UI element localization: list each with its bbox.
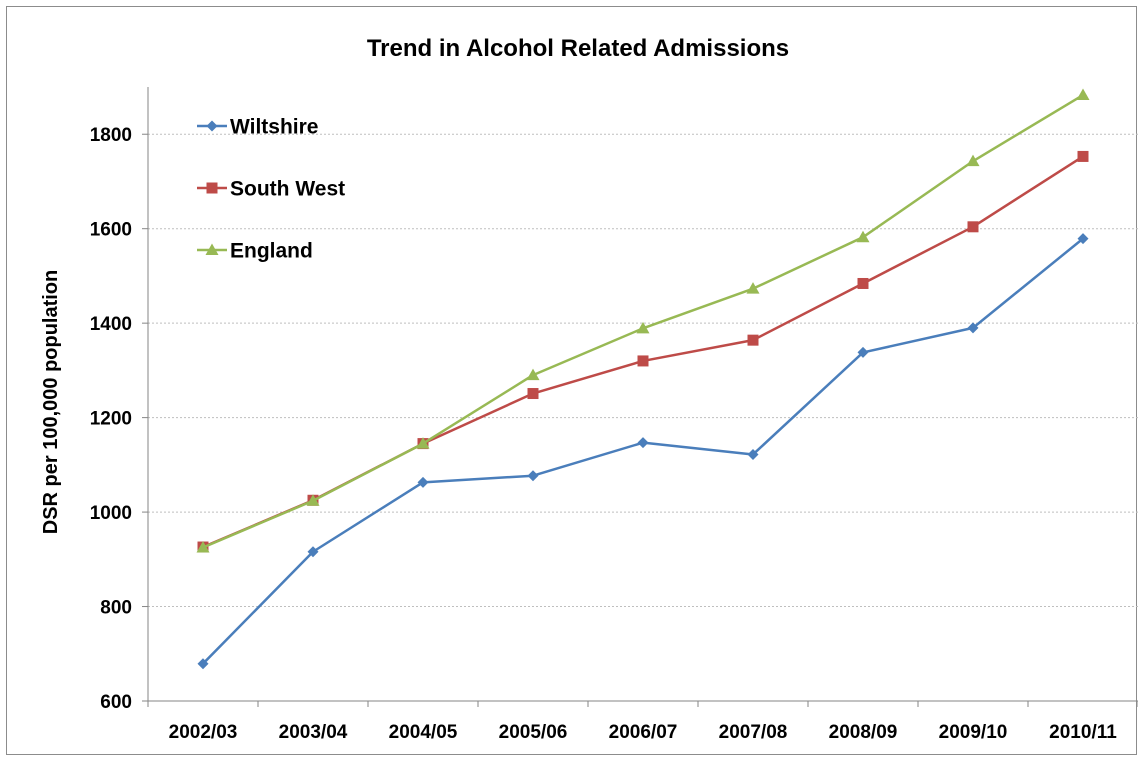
data-point-wiltshire [747, 448, 759, 460]
legend-marker [206, 182, 218, 194]
legend-label: South West [230, 178, 345, 201]
chart-title: Trend in Alcohol Related Admissions [367, 35, 789, 62]
data-point-south-west [967, 221, 979, 233]
data-point-south-west [527, 388, 539, 400]
axes: 600 800 1000 1200 1400 1600 1800 2002/03 2003/04… [90, 87, 1138, 743]
legend-item-wiltshire: Wiltshire [197, 116, 319, 139]
data-point-south-west [857, 277, 869, 289]
series-england [196, 88, 1090, 553]
x-tick-label: 2005/06 [499, 722, 568, 743]
data-point-wiltshire [527, 470, 539, 482]
series-wiltshire [197, 233, 1089, 670]
data-point-south-west [747, 334, 759, 346]
x-tick-label: 2010/11 [1049, 722, 1117, 743]
data-point-wiltshire [967, 322, 979, 334]
gridlines [148, 133, 1138, 608]
y-tick-label: 1800 [90, 125, 132, 146]
y-axis-label: DSR per 100,000 population [40, 270, 62, 535]
x-tick-label: 2008/09 [829, 722, 898, 743]
legend-label: England [230, 240, 313, 263]
x-tick-label: 2002/03 [169, 722, 238, 743]
x-tick-label: 2009/10 [939, 722, 1008, 743]
data-point-england [966, 154, 980, 167]
series-lines [196, 88, 1090, 670]
legend: Wiltshire South West England [197, 116, 345, 263]
data-point-south-west [1077, 150, 1089, 162]
series-line-wiltshire [202, 237, 1084, 665]
x-tick-label: 2004/05 [389, 722, 458, 743]
data-point-england [196, 541, 210, 553]
data-point-wiltshire [417, 476, 429, 488]
y-tick-label: 1000 [90, 503, 132, 524]
y-tick-label: 1400 [90, 314, 132, 335]
legend-item-south-west: South West [197, 178, 345, 201]
data-point-england [1076, 88, 1090, 101]
data-point-england [306, 494, 320, 506]
data-point-wiltshire [857, 346, 869, 358]
x-tick-label: 2003/04 [279, 722, 348, 743]
data-point-wiltshire [197, 658, 209, 670]
x-tick-label: 2006/07 [609, 722, 678, 743]
data-point-south-west [637, 355, 649, 367]
y-tick-label: 1200 [90, 409, 132, 430]
legend-label: Wiltshire [230, 116, 319, 139]
line-chart: Trend in Alcohol Related Admissions DSR … [40, 35, 1138, 743]
legend-marker [206, 120, 218, 132]
data-point-wiltshire [1077, 233, 1089, 245]
y-tick-label: 800 [100, 598, 132, 619]
y-tick-label: 1600 [90, 220, 132, 241]
data-point-england [526, 368, 540, 381]
series-line-england [202, 93, 1084, 549]
y-tick-label: 600 [100, 692, 132, 713]
data-point-england [856, 230, 870, 243]
data-point-england [416, 437, 430, 449]
x-tick-label: 2007/08 [719, 722, 788, 743]
legend-marker [205, 243, 219, 255]
data-point-england [746, 282, 760, 294]
data-point-england [636, 321, 650, 334]
data-point-wiltshire [637, 437, 649, 449]
data-point-wiltshire [307, 546, 319, 558]
chart-frame: Trend in Alcohol Related Admissions DSR … [6, 6, 1138, 755]
legend-item-england: England [197, 240, 313, 263]
